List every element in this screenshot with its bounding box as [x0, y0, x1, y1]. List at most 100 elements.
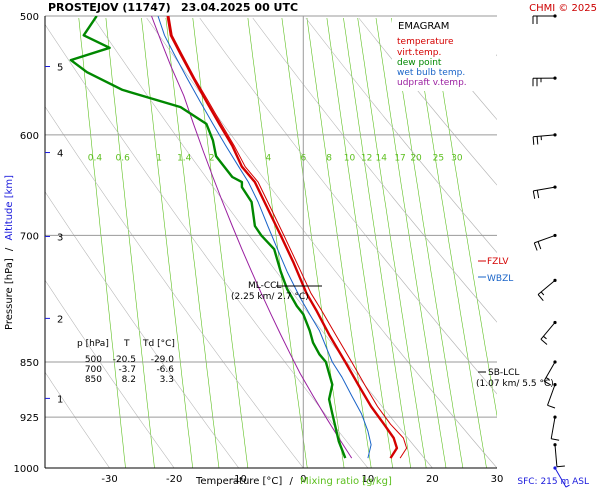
table-cell: 8.2	[122, 375, 136, 385]
altitude-tick-label: 4	[57, 149, 63, 160]
mixing-ratio-line	[281, 17, 345, 468]
fzlv-label: FZLV	[487, 257, 509, 267]
wind-barb-half-feather	[543, 335, 547, 340]
mixing-ratio-line	[343, 17, 411, 468]
temperature-line	[166, 16, 399, 459]
pressure-tick-label: 850	[20, 358, 39, 369]
wind-barb-feather	[537, 241, 542, 250]
wind-barb	[543, 360, 557, 386]
wind-barb	[553, 443, 565, 468]
wind-barb-staff	[533, 186, 556, 192]
ml-ccl-label: ML-CCL	[248, 281, 281, 291]
isobar-grid	[45, 15, 497, 468]
wind-barb	[532, 14, 557, 24]
temperature-tick-label: -30	[101, 474, 117, 485]
ml-ccl-values: (2.25 km/ 2.7 °C)	[231, 292, 309, 302]
dry-adiabat	[93, 17, 433, 468]
wind-barb-staff	[554, 467, 567, 488]
wind-barb-station	[553, 76, 557, 80]
dry-adiabat	[305, 17, 497, 254]
sb-lcl-values: (1.07 km/ 5.5 °C)	[476, 379, 554, 389]
mixing-ratio-label: 1	[156, 153, 162, 163]
wind-barb	[550, 415, 560, 441]
wind-barb-station	[553, 383, 557, 387]
wind-barb	[540, 320, 557, 345]
wind-barb-feather	[551, 438, 560, 441]
mixing-ratio-line	[105, 17, 155, 468]
temperature-tick-labels: -30 -20 -10 0 10 20 30	[101, 474, 503, 485]
table-cell: -20.5	[113, 355, 136, 365]
mixing-ratio-labels: 0.4 0.6 1 1.4 2 4 6 8 10 12 14 17 20 25 30	[88, 153, 463, 163]
mixing-ratio-label: 4	[265, 153, 271, 163]
wind-barb-feather	[547, 404, 556, 409]
mixing-ratio-label: 30	[451, 153, 463, 163]
wind-barb-staff	[550, 417, 556, 439]
wind-barb-staff	[537, 280, 556, 295]
x-axis-temperature-label: Temperature [°C]	[195, 476, 282, 487]
dry-adiabat	[45, 23, 369, 468]
altitude-tick-labels: 1 2 3 4 5	[45, 62, 63, 405]
wind-barb-feather	[532, 190, 536, 199]
dry-adiabat	[199, 17, 497, 395]
mixing-ratio-label: 17	[394, 153, 405, 163]
dry-adiabat	[45, 191, 239, 468]
wind-barb	[553, 466, 570, 488]
dry-adiabat	[45, 371, 110, 468]
wind-barb-feather	[543, 380, 552, 386]
wind-barb	[537, 278, 557, 302]
dry-adiabat	[252, 17, 497, 323]
wind-barb-half-feather	[545, 377, 550, 381]
mixing-ratio-label: 0.4	[88, 153, 103, 163]
wind-barb-station	[553, 360, 557, 364]
wind-barbs	[532, 14, 570, 488]
table-cell: 850	[85, 375, 102, 385]
y-axis-title: Pressure [hPa] / Altitude [km]	[4, 175, 15, 330]
temperature-tick-label: 0	[300, 474, 306, 485]
wind-barb	[532, 76, 557, 87]
wbzl-level: WBZL	[478, 274, 513, 284]
table-cell: -6.6	[156, 365, 174, 375]
datetime-title: 23.04.2025 00 UTC	[181, 1, 298, 14]
mixing-ratio-label: 25	[433, 153, 444, 163]
temperature-tick-label: -10	[231, 474, 247, 485]
wind-barb-staff	[547, 384, 556, 406]
mixing-ratio-line	[165, 17, 220, 468]
surface-elevation-label: SFC: 215 m ASL	[517, 477, 589, 487]
x-axis-separator: /	[290, 476, 294, 487]
temperature-tick-label: 10	[361, 474, 374, 485]
dew-point-line	[69, 16, 347, 459]
legend-virt-temp: virt.temp.	[397, 48, 441, 58]
updraft-line	[151, 16, 353, 459]
table-header-td: Td [°C]	[142, 339, 175, 349]
temperature-tick-label: -20	[166, 474, 182, 485]
wind-barb-station	[553, 185, 557, 189]
virtual-temperature-line	[168, 16, 408, 459]
mixing-ratio-line	[357, 17, 427, 468]
wind-barb-half-feather	[540, 291, 545, 296]
mixing-ratio-label: 1.4	[177, 153, 192, 163]
wind-barb-station	[553, 320, 557, 325]
wind-barb-station	[553, 415, 557, 419]
wind-barb-half-feather	[565, 484, 570, 488]
mixing-ratio-label: 6	[300, 153, 306, 163]
mixing-ratio-line	[326, 17, 393, 468]
wet-bulb-line	[157, 16, 372, 459]
pressure-tick-label: 600	[20, 131, 39, 142]
table-cell: 3.3	[160, 375, 174, 385]
mixing-ratio-label: 14	[376, 153, 388, 163]
wind-barb-feather	[536, 136, 539, 145]
ml-ccl-annotation: ML-CCL (2.25 km/ 2.7 °C)	[231, 281, 322, 302]
dry-adiabat	[411, 17, 497, 120]
pressure-tick-label: 700	[20, 231, 39, 242]
altitude-tick-label: 3	[57, 232, 63, 243]
table-cell: -3.7	[118, 365, 136, 375]
legend-dew-point: dew point	[397, 58, 442, 68]
wind-barb-station	[553, 133, 557, 137]
credit-label: CHMI © 2025	[529, 3, 597, 14]
wind-barb-feather	[533, 242, 538, 251]
altitude-tick-label: 1	[57, 394, 63, 405]
wind-barb-feather	[556, 465, 565, 468]
fzlv-level: FZLV	[478, 257, 509, 267]
wind-barb	[532, 133, 557, 145]
